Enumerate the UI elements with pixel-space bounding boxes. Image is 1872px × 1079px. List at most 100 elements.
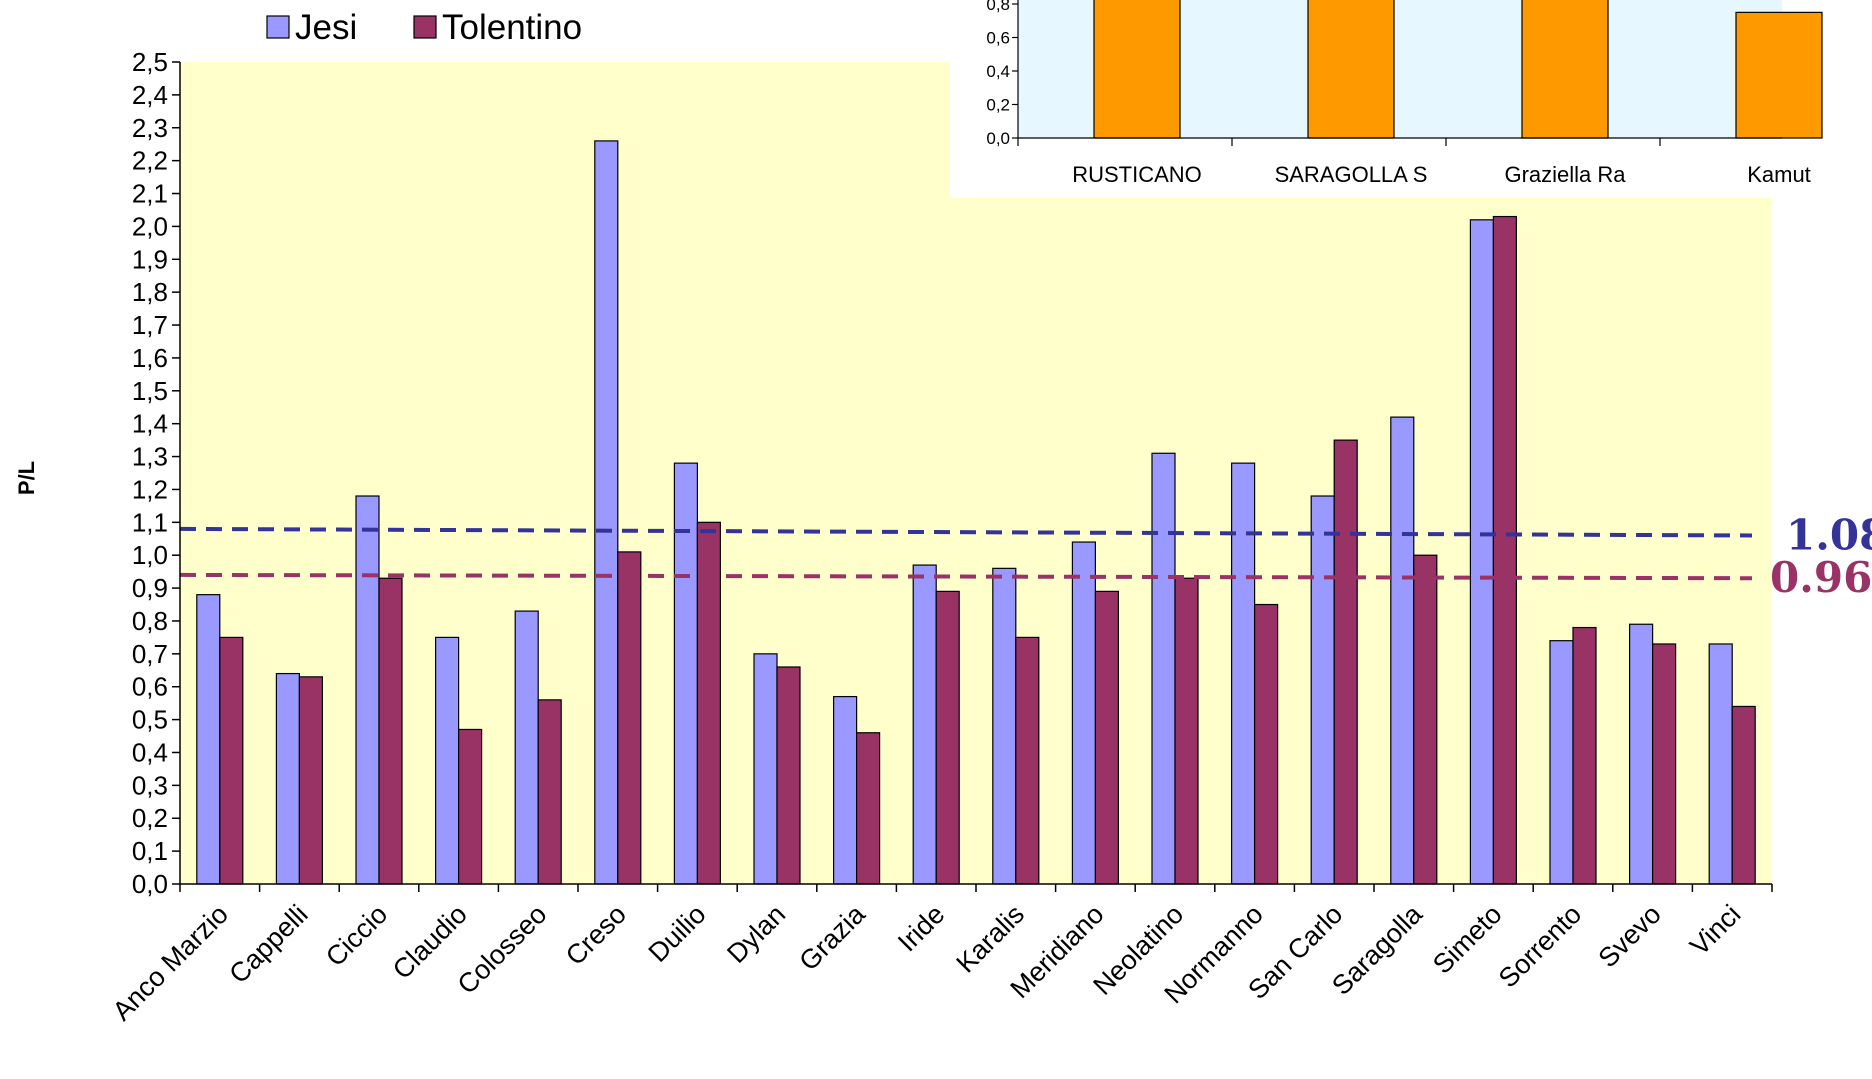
bar-jesi-svevo	[1628, 623, 1654, 885]
inset-y-tick-label: 0,2	[986, 96, 1010, 115]
inset-bar	[1307, 0, 1395, 139]
bar-jesi-creso	[594, 140, 619, 885]
y-tick-label: 1,3	[132, 442, 168, 472]
inset-category-label: Kamut	[1747, 162, 1811, 187]
y-tick-label: 0,8	[132, 606, 168, 636]
bar-tolentino-saragolla	[1413, 554, 1438, 885]
bar-jesi-dylan	[753, 653, 778, 885]
bar-jesi-iride	[912, 564, 937, 885]
bar-tolentino-cappelli	[298, 676, 323, 885]
y-tick-label: 2,2	[132, 146, 168, 176]
y-tick-label: 0,1	[132, 836, 168, 866]
y-tick-label: 1,2	[132, 474, 168, 504]
y-tick-label: 0,0	[132, 869, 168, 899]
bar-jesi-ciccio	[355, 495, 380, 885]
legend-swatch	[413, 15, 437, 39]
legend[interactable]: Jesi Tolentino	[266, 8, 582, 47]
bar-jesi-anco-marzio	[196, 594, 221, 885]
legend-label: Jesi	[295, 8, 357, 47]
y-tick-label: 1,4	[132, 409, 168, 439]
category-label: Dylan	[721, 899, 791, 969]
category-label: Cappelli	[223, 899, 313, 989]
y-tick-label: 1,8	[132, 277, 168, 307]
bar-tolentino-creso	[617, 551, 642, 885]
category-label: Iride	[892, 899, 950, 957]
y-tick-label: 2,4	[132, 80, 168, 110]
legend-label: Tolentino	[442, 8, 582, 47]
bar-tolentino-svevo	[1651, 643, 1677, 885]
category-label: Sorrento	[1493, 899, 1587, 993]
inset-chart: 0,0 0,2 0,4 0,6 0,8 RUSTICANO SARAGOLLA S Grazi…	[950, 0, 1872, 198]
y-tick-label: 1,1	[132, 507, 168, 537]
reference-line-label: 1.08	[1786, 510, 1872, 559]
bar-tolentino-karalis	[1015, 636, 1040, 885]
category-label: Svevo	[1593, 899, 1667, 973]
bar-jesi-duilio	[673, 462, 699, 885]
bar-tolentino-normanno	[1253, 603, 1279, 885]
y-tick-label: 0,6	[132, 672, 168, 702]
y-tick-label: 1,6	[132, 343, 168, 373]
reference-lines: 1.080.96	[179, 510, 1872, 602]
bar-jesi-colosseo	[514, 610, 539, 885]
reference-line	[179, 526, 1753, 538]
inset-category-label: Graziella Ra	[1504, 162, 1626, 187]
inset-bar	[1093, 0, 1181, 139]
y-tick-label: 0,7	[132, 639, 168, 669]
reference-line-label: 0.96	[1770, 553, 1872, 602]
bar-tolentino-ciccio	[378, 577, 403, 885]
y-tick-label: 2,5	[132, 47, 168, 77]
bar-tolentino-anco-marzio	[219, 636, 244, 885]
inset-y-tick-label: 0,8	[986, 0, 1010, 14]
category-label: Duilio	[643, 899, 712, 968]
bar-jesi-saragolla	[1390, 416, 1415, 885]
y-tick-label: 2,0	[132, 211, 168, 241]
bar-tolentino-colosseo	[537, 699, 562, 885]
category-label: Karalis	[950, 899, 1030, 979]
category-label: Vinci	[1684, 899, 1746, 961]
inset-category-label: SARAGOLLA S	[1275, 162, 1428, 187]
category-label: Grazia	[793, 898, 871, 976]
y-tick-label: 0,3	[132, 770, 168, 800]
y-tick-label: 2,1	[132, 179, 168, 209]
category-label: Ciccio	[320, 899, 393, 972]
bar-tolentino-iride	[935, 590, 960, 885]
inset-y-tick-label: 0,0	[986, 129, 1010, 148]
bar-tolentino-vinci	[1731, 705, 1756, 885]
y-tick-label: 1,7	[132, 310, 168, 340]
bar-tolentino-dylan	[776, 666, 801, 885]
bar-tolentino-simeto	[1492, 215, 1518, 885]
inset-y-tick-label: 0,6	[986, 29, 1010, 48]
y-tick-label: 1,0	[132, 540, 168, 570]
bar-tolentino-claudio	[458, 728, 483, 885]
bars	[196, 140, 1756, 885]
y-tick-label: 1,5	[132, 376, 168, 406]
bar-jesi-grazia	[832, 695, 858, 885]
inset-y-tick-label: 0,4	[986, 62, 1010, 81]
category-label: Simeto	[1427, 899, 1508, 980]
category-label: Creso	[560, 899, 632, 971]
category-label: Anco Marzio	[107, 899, 234, 1026]
y-tick-label: 2,3	[132, 113, 168, 143]
bar-jesi-karalis	[992, 567, 1017, 885]
y-tick-label: 1,9	[132, 244, 168, 274]
y-tick-label: 0,4	[132, 737, 168, 767]
bar-jesi-simeto	[1469, 219, 1495, 885]
y-ticks: 0,00,10,20,30,40,50,60,70,80,91,01,11,21…	[132, 47, 180, 899]
inset-category-label: RUSTICANO	[1072, 162, 1202, 187]
y-axis-label: P/L	[14, 461, 39, 495]
bar-tolentino-san-carlo	[1333, 439, 1358, 885]
bar-tolentino-neolatino	[1174, 577, 1199, 885]
bar-tolentino-meridiano	[1094, 590, 1120, 885]
y-tick-label: 0,2	[132, 803, 168, 833]
inset-bar	[1521, 0, 1609, 139]
bar-jesi-claudio	[435, 636, 460, 885]
bar-jesi-normanno	[1230, 462, 1256, 885]
reference-line	[179, 572, 1753, 581]
inset-bar	[1735, 11, 1823, 139]
x-ticks	[179, 884, 1773, 892]
legend-swatch	[266, 15, 290, 39]
bar-jesi-cappelli	[275, 672, 300, 885]
bar-tolentino-sorrento	[1572, 626, 1597, 885]
bar-jesi-meridiano	[1071, 541, 1097, 885]
bar-jesi-vinci	[1708, 643, 1733, 885]
